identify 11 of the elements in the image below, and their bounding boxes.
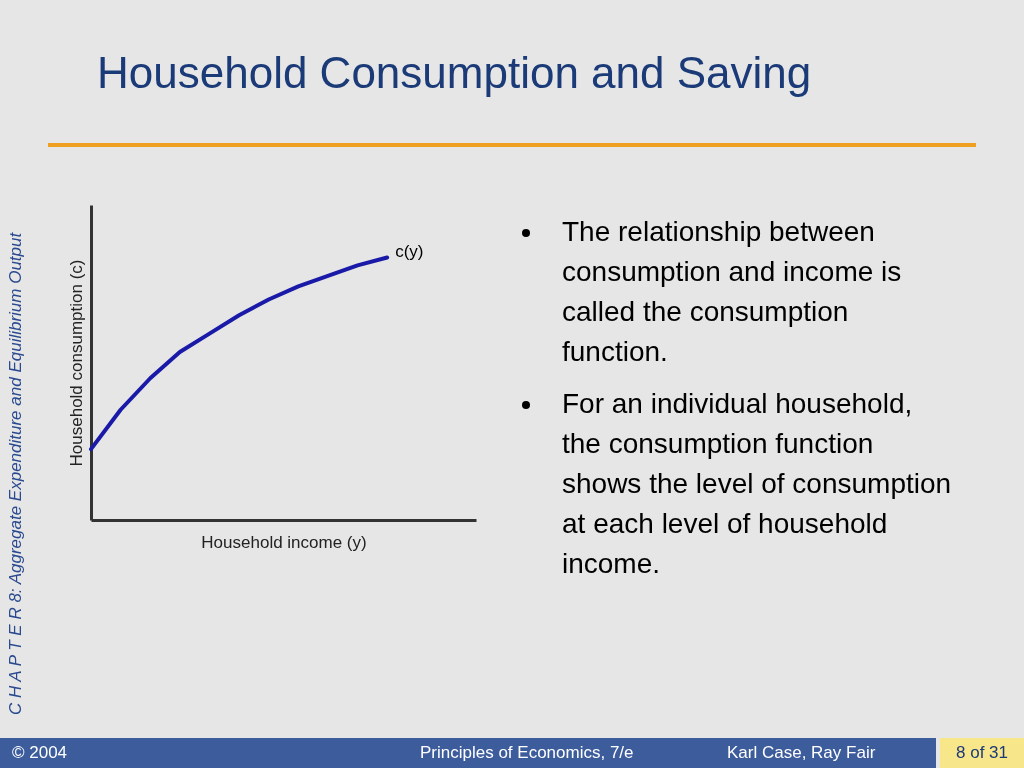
text: 8 of 31 <box>940 738 1024 768</box>
annotation: c(y) <box>395 241 424 261</box>
text: C H A P T E R 8: Aggregate Expenditure and Equilibrium Output <box>6 232 26 715</box>
text: Karl Case, Ray Fair <box>727 743 876 763</box>
text: The relationship between consumption and income is called the consumption function. <box>561 215 903 369</box>
text: For an individual household, the consumption function shows the level of consumption at each level of household income. <box>561 387 953 581</box>
x-axis-title: Household income (y) <box>201 532 367 552</box>
chart-title: Household Consumption and Saving <box>97 48 812 98</box>
y-axis-title: Household consumption (c) <box>66 259 86 467</box>
text: Principles of Economics, 7/e <box>420 743 634 763</box>
text: © 2004 <box>12 743 68 763</box>
